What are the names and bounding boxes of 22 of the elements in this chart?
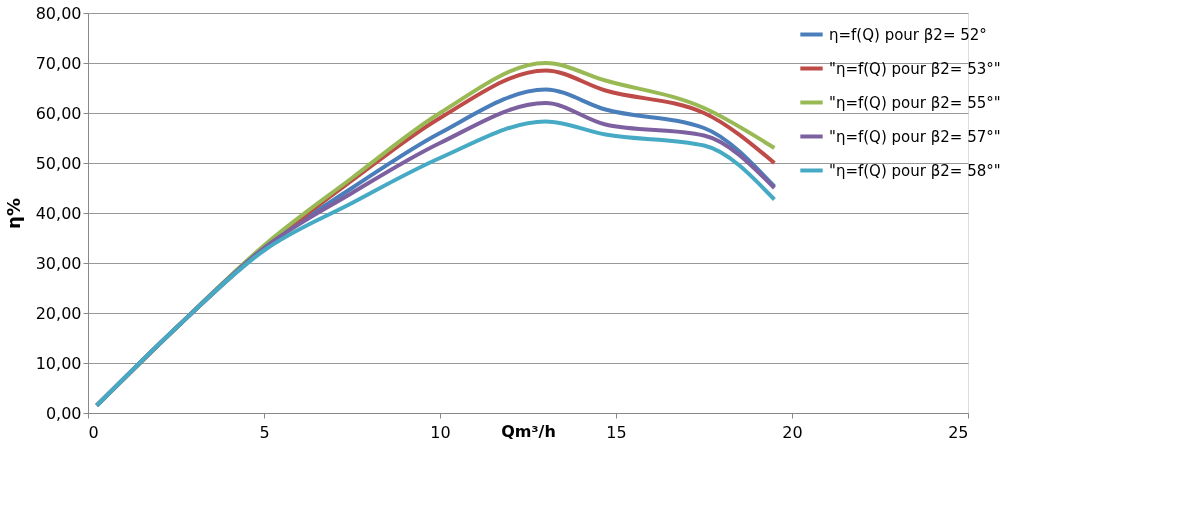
x-tick-label: 20 — [782, 422, 803, 442]
y-tick-label: 80,00 — [35, 3, 82, 23]
y-tick-label: 60,00 — [35, 103, 82, 123]
legend-label: "η=f(Q) pour β2= 57°" — [829, 127, 1001, 146]
legend-label: "η=f(Q) pour β2= 53°" — [829, 59, 1001, 78]
y-tick-label: 70,00 — [35, 53, 82, 73]
x-tick-label: 5 — [259, 422, 270, 442]
x-tick-label: 0 — [88, 422, 99, 442]
x-tick-label: 10 — [430, 422, 451, 442]
y-tick-label: 50,00 — [35, 153, 82, 173]
y-tick-label: 30,00 — [35, 253, 82, 273]
legend-label: "η=f(Q) pour β2= 55°" — [829, 93, 1001, 112]
y-tick-label: 10,00 — [35, 353, 82, 373]
legend-label: η=f(Q) pour β2= 52° — [829, 25, 987, 44]
x-tick-label: 25 — [948, 422, 969, 442]
y-tick-label: 0,00 — [45, 403, 82, 423]
legend-label: "η=f(Q) pour β2= 58°" — [829, 161, 1001, 180]
x-axis-title: Qm³/h — [501, 421, 556, 441]
y-tick-label: 20,00 — [35, 303, 82, 323]
y-tick-label: 40,00 — [35, 203, 82, 223]
y-axis-title: η% — [2, 198, 24, 229]
x-tick-label: 15 — [606, 422, 627, 442]
